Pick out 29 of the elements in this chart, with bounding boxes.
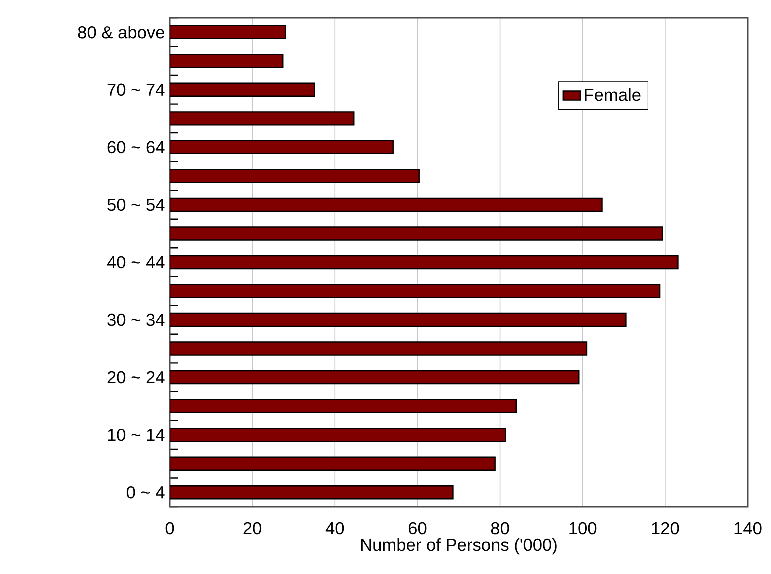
x-tick-label: 80 (491, 522, 510, 535)
x-tick-label: 60 (408, 522, 427, 535)
x-tick-label: 140 (734, 522, 762, 535)
bar (170, 198, 603, 212)
x-tick-label: 120 (652, 522, 680, 535)
bar (170, 25, 286, 40)
y-tick-label: 70 ~ 74 (108, 84, 165, 96)
x-axis-title: Number of Persons ('000) (361, 538, 557, 555)
y-tick-label: 30 ~ 34 (108, 314, 165, 326)
bar (170, 255, 679, 270)
bar (170, 140, 394, 155)
x-tick-label: 100 (570, 522, 597, 535)
bar (170, 54, 284, 68)
x-tick-label: 0 (166, 522, 174, 535)
bar (170, 370, 580, 385)
bar (170, 82, 316, 98)
x-tick-label: 20 (244, 522, 262, 535)
y-tick-label: 40 ~ 44 (107, 256, 165, 269)
y-tick-label: 20 ~ 24 (108, 371, 165, 384)
bar (170, 312, 627, 328)
y-tick-label: 50 ~ 54 (108, 198, 165, 212)
x-tick-label: 40 (326, 522, 344, 535)
bar (170, 428, 506, 442)
y-tick-label: 80 & above (78, 26, 164, 39)
y-tick-label: 0 ~ 4 (126, 486, 165, 499)
legend-label: Female (585, 88, 641, 102)
y-tick-label: 60 ~ 64 (108, 141, 165, 154)
y-tick-label: 10 ~ 14 (108, 428, 165, 442)
bar (170, 486, 454, 500)
